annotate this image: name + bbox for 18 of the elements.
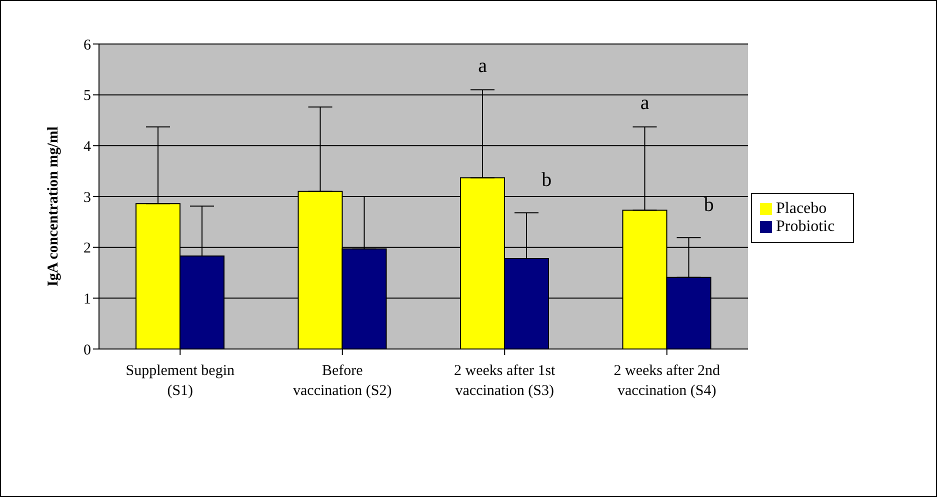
annotation: b: [542, 168, 552, 191]
annotation: b: [704, 194, 714, 216]
legend-label: Probiotic: [776, 218, 835, 235]
y-tick-label: 3: [84, 190, 91, 206]
legend-label: Placebo: [776, 200, 827, 217]
y-tick-label: 0: [84, 342, 91, 358]
annotation: a: [640, 92, 650, 114]
x-tick-label: Before vaccination (S2): [293, 363, 392, 399]
annotation: a: [478, 54, 488, 77]
y-tick-label: 2: [84, 240, 91, 257]
y-tick-label: 5: [84, 88, 91, 104]
y-tick-label: 1: [84, 291, 91, 308]
x-tick-label: Supplement begin (S1): [126, 363, 235, 399]
y-tick-label: 6: [84, 37, 92, 54]
y-axis-title: IgA concentration mg/ml: [45, 126, 62, 286]
x-tick-label: 2 weeks after 1st vaccination (S3): [454, 363, 556, 399]
x-tick-label: 2 weeks after 2nd vaccination (S4): [614, 363, 720, 399]
y-tick-label: 4: [84, 138, 92, 155]
